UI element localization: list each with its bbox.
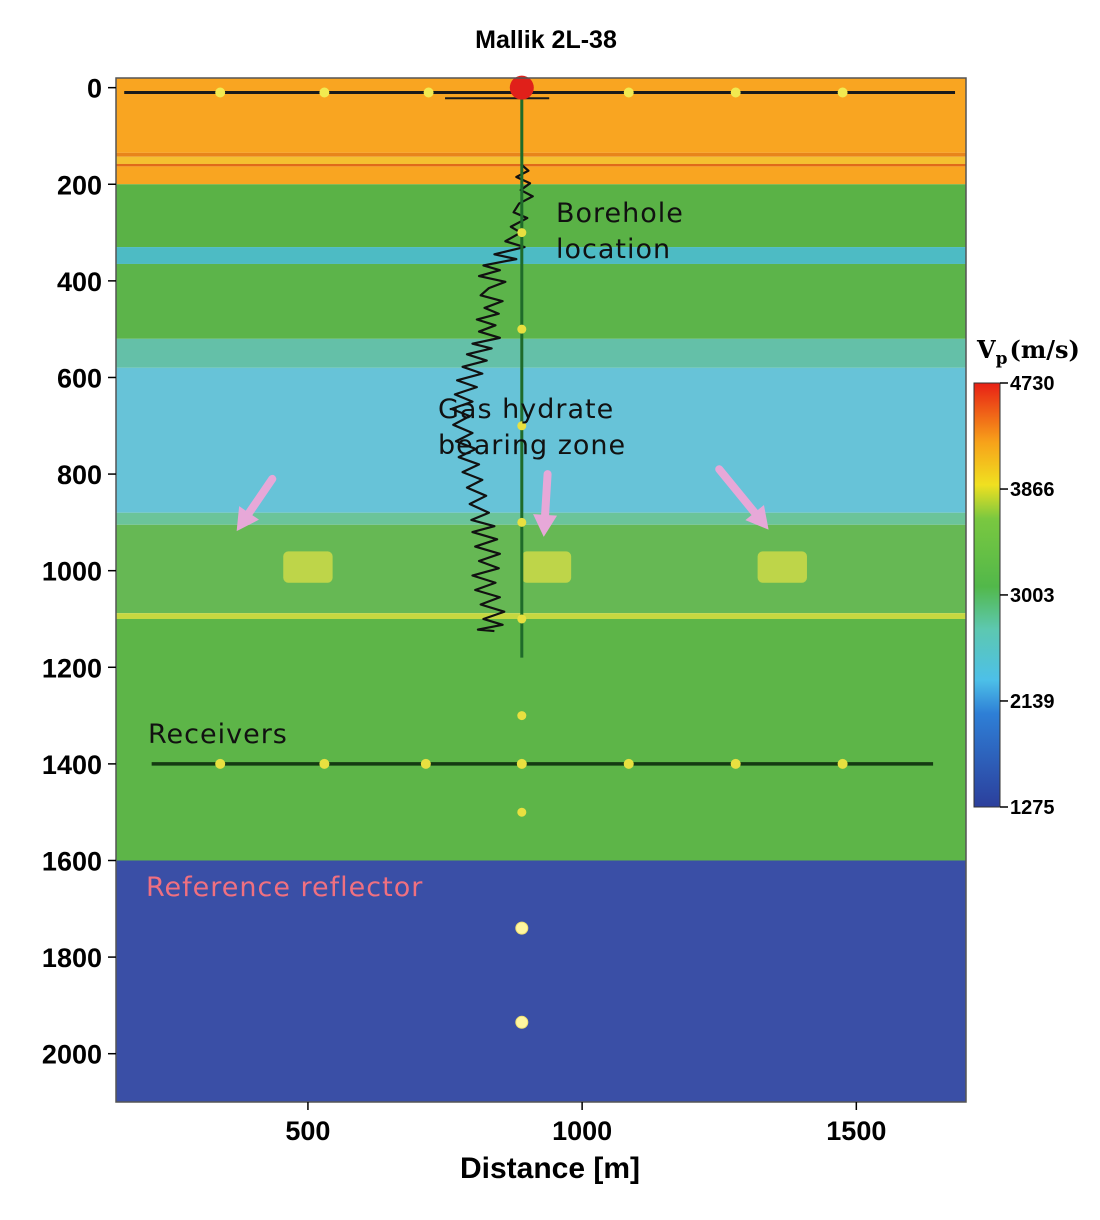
arrow-shaft-1 [541,470,552,519]
colorbar-scale [973,382,1001,808]
velocity-layer-12 [116,613,966,619]
annotation-receivers: Receivers [148,719,288,750]
hydrate-anomaly-1 [521,551,572,583]
annotation-borehole-line2: location [556,234,671,265]
x-axis-label: Distance [m] [460,1152,640,1185]
borehole-receiver-0 [517,228,527,238]
arrow-shaft-2 [715,465,759,517]
y-tick-label-10: 2000 [42,1040,102,1070]
y-tick-label-3: 600 [57,363,102,393]
colorbar-title-sub: p [996,349,1008,369]
y-tick-label-4: 800 [57,460,102,490]
line-receiver-2 [420,758,431,769]
borehole-receiver-4 [517,614,527,624]
arrow-head-1 [533,514,558,537]
y-tick-label-7: 1400 [42,750,102,780]
y-tick-label-8: 1600 [42,846,102,876]
velocity-log-curve [450,164,534,633]
hydrate-anomalies [283,551,807,583]
receiver-points [215,75,848,1029]
y-tick-label-2: 400 [57,267,102,297]
borehole-receiver-7 [517,807,527,817]
surface-receiver-3 [623,87,634,98]
colorbar-title-main: V [976,335,996,364]
surface-receiver-4 [730,87,741,98]
colorbar-tick-label-1: 3866 [1010,479,1055,501]
line-receiver-4 [623,758,634,769]
y-tick-label-6: 1200 [42,653,102,683]
y-tick-label-1: 200 [57,170,102,200]
line-receiver-5 [730,758,741,769]
hydrate-anomaly-0 [283,551,333,583]
velocity-layer-13 [116,618,966,861]
annotation-reference-reflector: Reference reflector [146,872,423,903]
line-receiver-3 [516,758,527,769]
velocity-layers [116,78,966,1102]
arrow-shaft-0 [245,474,277,517]
colorbar-tick-label-4: 1275 [1010,797,1055,819]
plot-frame [115,77,967,1103]
chart-title: Mallik 2L-38 [475,26,617,54]
y-tick-label-0: 0 [87,74,102,104]
colorbar-ticks: 4730 3866 3003 2139 1275 [1000,373,1055,819]
arrow-head-0 [236,506,259,532]
velocity-layer-9 [116,367,966,513]
velocity-log-group [450,164,534,633]
velocity-layer-2 [116,156,966,164]
velocity-layer-5 [116,184,966,248]
colorbar-tick-label-2: 3003 [1010,585,1055,607]
borehole-receiver-3 [517,517,527,527]
borehole-receiver-1 [517,324,527,334]
line-receiver-6 [837,758,848,769]
line-receiver-0 [215,758,226,769]
velocity-layer-14 [116,860,966,1102]
annotation-hydrate-line1: Gas hydrate [438,394,614,425]
surface-receiver-0 [215,87,226,98]
annotation-hydrate-line2: bearing zone [438,430,626,461]
colorbar-tick-label-3: 2139 [1010,691,1055,713]
colorbar-tick-label-0: 4730 [1010,373,1055,395]
velocity-layer-6 [116,247,966,264]
velocity-layer-4 [116,166,966,185]
surface-receiver-1 [319,87,330,98]
velocity-layer-3 [116,163,966,167]
x-tick-label-2: 1500 [826,1116,886,1146]
source-marker [509,75,534,100]
hydrate-anomaly-2 [757,551,807,583]
x-tick-label-1: 1000 [552,1116,612,1146]
velocity-layer-7 [116,263,966,339]
colorbar-title-unit: (m/s) [1010,335,1080,364]
surface-receiver-5 [837,87,848,98]
borehole-receiver-8 [515,921,529,935]
line-receiver-1 [319,758,330,769]
velocity-layer-8 [116,338,966,368]
survey-lines [124,87,956,766]
borehole-receiver-5 [517,711,527,721]
velocity-layer-0 [116,78,966,153]
surface-receiver-2 [423,87,434,98]
axis-ticks: 0 200 400 600 800 1000 1200 1400 1600 1800 2000 500… [42,74,886,1146]
borehole-receiver-9 [515,1015,529,1029]
arrow-head-2 [745,504,769,530]
colorbar: Vp(m/s) 4730 3866 3003 2139 1275 [973,335,1080,819]
velocity-layer-1 [116,152,966,157]
borehole-receiver-2 [517,421,527,431]
annotation-borehole-line1: Borehole [556,198,684,229]
colorbar-title: Vp(m/s) [976,335,1080,369]
y-tick-label-5: 1000 [42,557,102,587]
x-tick-label-0: 500 [285,1116,330,1146]
annotation-arrows [236,465,769,537]
y-tick-label-9: 1800 [42,943,102,973]
